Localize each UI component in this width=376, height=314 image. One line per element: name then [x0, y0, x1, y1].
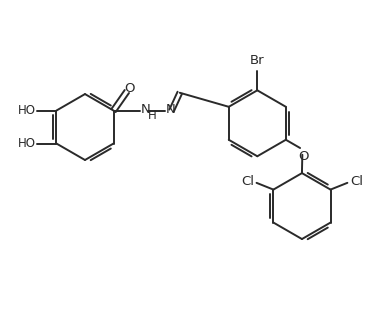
Text: Br: Br — [250, 54, 265, 67]
Text: O: O — [124, 82, 135, 95]
Text: HO: HO — [18, 104, 36, 117]
Text: O: O — [298, 150, 308, 163]
Text: HO: HO — [18, 137, 36, 150]
Text: Cl: Cl — [241, 175, 254, 188]
Text: N: N — [141, 103, 151, 116]
Text: H: H — [148, 109, 156, 122]
Text: Cl: Cl — [350, 175, 363, 188]
Text: N: N — [165, 103, 175, 116]
